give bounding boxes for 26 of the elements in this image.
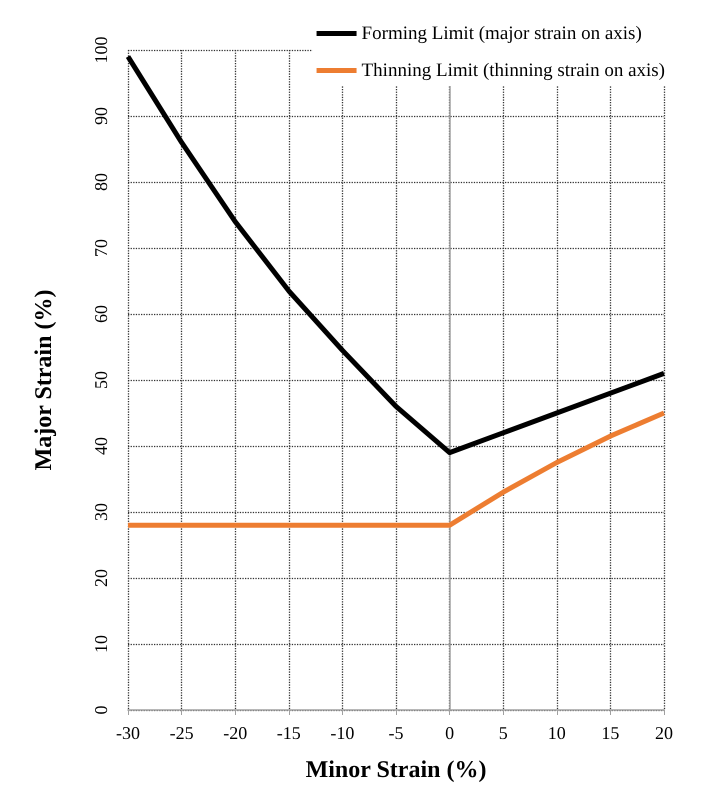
x-tick-label: -10 xyxy=(330,723,354,743)
x-tick-label: 10 xyxy=(548,723,566,743)
y-tick-label: 50 xyxy=(91,371,111,389)
y-tick-label: 60 xyxy=(91,305,111,323)
x-tick-label: 5 xyxy=(498,723,508,743)
x-tick-label: -15 xyxy=(276,723,301,743)
y-tick-label: 40 xyxy=(91,437,111,455)
y-tick-label: 0 xyxy=(91,706,111,714)
legend-label: Thinning Limit (thinning strain on axis) xyxy=(362,60,666,81)
x-tick-label: 15 xyxy=(601,723,620,743)
x-axis-title: Minor Strain (%) xyxy=(306,757,486,783)
x-tick-label: 0 xyxy=(445,723,454,743)
y-axis-title: Major Strain (%) xyxy=(31,290,57,470)
y-tick-label: 20 xyxy=(91,569,111,587)
y-tick-label: 90 xyxy=(91,107,111,125)
y-tick-label: 10 xyxy=(91,635,111,653)
x-tick-label: -5 xyxy=(388,723,404,743)
y-tick-label: 80 xyxy=(91,173,111,191)
x-tick-label: -30 xyxy=(116,723,140,743)
legend-label: Forming Limit (major strain on axis) xyxy=(362,23,642,44)
x-tick-label: 20 xyxy=(655,723,673,743)
x-tick-label: -25 xyxy=(170,723,194,743)
y-tick-label: 30 xyxy=(91,503,111,521)
y-tick-label: 70 xyxy=(91,239,111,257)
x-tick-label: -20 xyxy=(223,723,248,743)
y-tick-label: 100 xyxy=(91,36,111,64)
